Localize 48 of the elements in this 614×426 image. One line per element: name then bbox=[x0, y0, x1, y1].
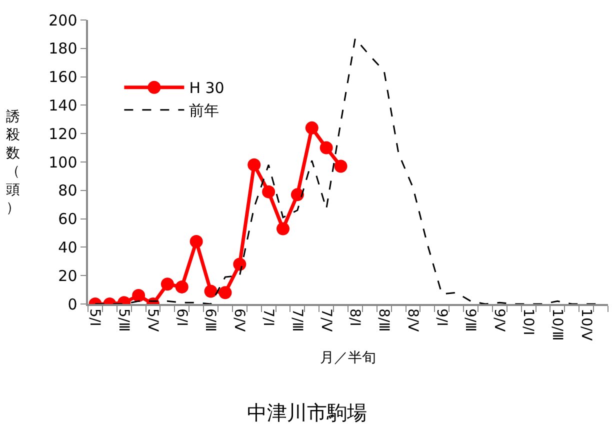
y-axis-title: 誘殺数（頭） bbox=[6, 109, 20, 216]
point bbox=[190, 235, 203, 248]
point bbox=[132, 288, 146, 302]
point bbox=[262, 185, 276, 198]
x-tick-label: 8/Ⅲ bbox=[376, 308, 392, 332]
x-tick-label: 6/Ⅲ bbox=[202, 308, 218, 332]
text: 中津川市駒場 bbox=[247, 400, 367, 425]
x-tick-label: 7/Ⅲ bbox=[288, 308, 305, 332]
y-tick-label: 180 bbox=[48, 40, 78, 58]
x-tick-label: 8/Ⅴ bbox=[404, 308, 420, 332]
x-axis-title: 月／半旬 bbox=[320, 350, 376, 366]
x-tick-label: 9/Ⅲ bbox=[462, 308, 478, 332]
x-tick-label: 5/Ⅰ bbox=[86, 308, 103, 326]
point bbox=[276, 222, 290, 236]
y-tick-label: 100 bbox=[48, 153, 78, 172]
x-tick-label: 8/Ⅰ bbox=[346, 308, 363, 326]
x-tick-label: 7/Ⅴ bbox=[318, 308, 334, 332]
point bbox=[160, 278, 174, 291]
point bbox=[233, 258, 246, 271]
x-tick-label: 9/Ⅰ bbox=[433, 308, 450, 326]
y-tick-label: 0 bbox=[68, 295, 78, 314]
point bbox=[320, 141, 333, 154]
point bbox=[204, 284, 218, 298]
x-tick-label: 9/Ⅴ bbox=[491, 308, 508, 332]
y-tick-label: 60 bbox=[58, 210, 78, 228]
x-tick-label: 6/Ⅰ bbox=[173, 308, 190, 326]
legend-label: H 30 bbox=[189, 79, 224, 98]
point bbox=[218, 286, 232, 300]
y-tick-label: 40 bbox=[58, 238, 78, 256]
x-tick-label: 10/Ⅲ bbox=[548, 308, 565, 341]
x-tick-label: 10/Ⅰ bbox=[520, 308, 536, 336]
x-tick-label: 5/Ⅴ bbox=[144, 308, 160, 332]
point bbox=[175, 280, 188, 294]
point bbox=[290, 188, 304, 202]
y-tick-label: 200 bbox=[48, 11, 78, 30]
y-tick-label: 20 bbox=[58, 266, 78, 285]
y-tick-label: 160 bbox=[48, 68, 78, 86]
x-tick-label: 7/Ⅰ bbox=[260, 308, 276, 326]
x-tick-label: 6/Ⅴ bbox=[231, 308, 248, 332]
point bbox=[305, 121, 318, 134]
point bbox=[248, 158, 261, 172]
y-tick-label: 120 bbox=[48, 124, 78, 143]
legend-label: 前年 bbox=[189, 102, 220, 120]
y-tick-label: 140 bbox=[48, 96, 78, 114]
x-tick-label: 5/Ⅲ bbox=[116, 308, 132, 332]
y-tick-label: 80 bbox=[58, 182, 78, 200]
x-tick-label: 10/Ⅴ bbox=[578, 308, 594, 342]
point bbox=[334, 160, 348, 173]
